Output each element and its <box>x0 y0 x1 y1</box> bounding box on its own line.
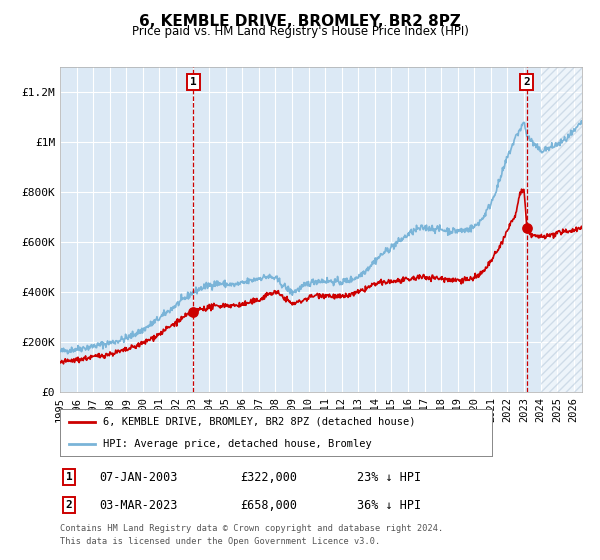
Text: 2: 2 <box>65 500 73 510</box>
Text: £322,000: £322,000 <box>240 470 297 484</box>
Text: 03-MAR-2023: 03-MAR-2023 <box>99 498 178 512</box>
Text: Contains HM Land Registry data © Crown copyright and database right 2024.: Contains HM Land Registry data © Crown c… <box>60 524 443 533</box>
Text: £658,000: £658,000 <box>240 498 297 512</box>
Point <box>522 223 532 232</box>
Text: 23% ↓ HPI: 23% ↓ HPI <box>357 470 421 484</box>
Text: HPI: Average price, detached house, Bromley: HPI: Average price, detached house, Brom… <box>103 438 372 449</box>
Text: Price paid vs. HM Land Registry's House Price Index (HPI): Price paid vs. HM Land Registry's House … <box>131 25 469 38</box>
Text: 1: 1 <box>190 77 197 87</box>
Point <box>188 307 198 316</box>
Text: 07-JAN-2003: 07-JAN-2003 <box>99 470 178 484</box>
Text: 2: 2 <box>523 77 530 87</box>
Text: 1: 1 <box>65 472 73 482</box>
Text: 6, KEMBLE DRIVE, BROMLEY, BR2 8PZ: 6, KEMBLE DRIVE, BROMLEY, BR2 8PZ <box>139 14 461 29</box>
Text: 36% ↓ HPI: 36% ↓ HPI <box>357 498 421 512</box>
Text: 6, KEMBLE DRIVE, BROMLEY, BR2 8PZ (detached house): 6, KEMBLE DRIVE, BROMLEY, BR2 8PZ (detac… <box>103 417 416 427</box>
Text: This data is licensed under the Open Government Licence v3.0.: This data is licensed under the Open Gov… <box>60 537 380 546</box>
